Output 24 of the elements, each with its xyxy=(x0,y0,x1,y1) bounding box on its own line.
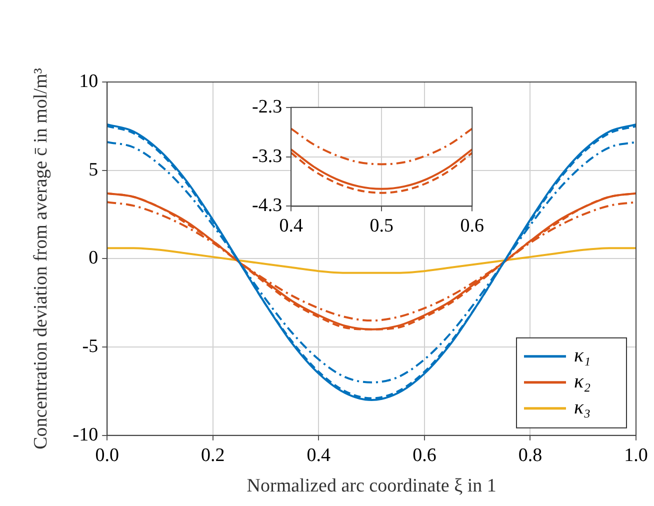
y-axis-title: Concentration deviation from average c̄ in mol/m³ xyxy=(30,68,52,450)
x-tick-label: 0.6 xyxy=(460,216,484,237)
y-tick-label: 5 xyxy=(88,159,98,180)
legend-label: κ₁ xyxy=(574,344,591,367)
x-axis-title: Normalized arc coordinate ξ in 1 xyxy=(246,476,496,497)
x-tick-label: 0.4 xyxy=(306,444,332,466)
legend-label: κ₂ xyxy=(574,370,591,393)
line-series xyxy=(107,247,636,274)
y-tick-label: -10 xyxy=(72,424,98,446)
y-tick-label: 0 xyxy=(88,248,98,269)
y-tick-label: -2.3 xyxy=(252,96,282,118)
y-tick-label: -5 xyxy=(82,336,98,358)
x-tick-label: 0.8 xyxy=(518,444,542,466)
x-tick-label: 0.0 xyxy=(95,444,119,466)
x-tick-label: 1.0 xyxy=(624,444,648,466)
y-tick-label: 10 xyxy=(79,70,98,92)
x-tick-label: 0.5 xyxy=(370,216,394,237)
x-tick-label: 0.6 xyxy=(412,444,436,466)
x-tick-label: 0.2 xyxy=(201,444,225,466)
line-series xyxy=(291,128,472,166)
y-tick-label: -3.3 xyxy=(252,146,282,167)
y-tick-label: -4.3 xyxy=(252,195,282,216)
x-tick-label: 0.4 xyxy=(279,216,304,237)
legend-label: κ₃ xyxy=(574,396,591,419)
